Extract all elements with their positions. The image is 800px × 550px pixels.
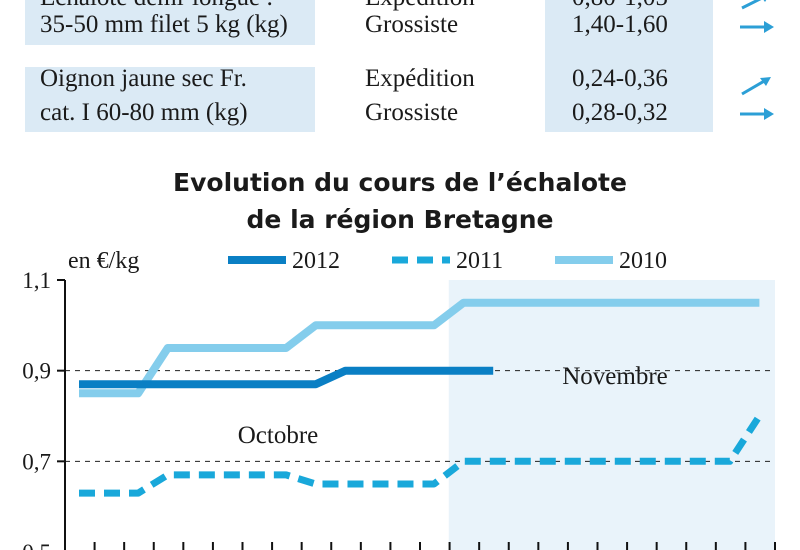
market-stage: Grossiste	[365, 99, 459, 126]
y-axis-label: en €/kg	[68, 248, 139, 274]
series-line-2010	[79, 298, 760, 398]
market-stage: Expédition	[365, 0, 475, 14]
trend-up-arrow-icon	[741, 0, 767, 10]
price-range: 0,80-1,05	[572, 0, 668, 14]
chart-title-line2: de la région Bretagne	[246, 205, 554, 234]
market-stage: Expédition	[365, 65, 475, 92]
legend-label-2012: 2012	[292, 248, 340, 274]
price-range: 1,40-1,60	[572, 11, 668, 38]
chart-title-line1: Evolution du cours de l’échalote	[173, 168, 627, 197]
product-name-line1: Echalote demi-longue :	[40, 0, 273, 14]
product-name-line2: 35-50 mm filet 5 kg (kg)	[40, 11, 288, 38]
table-row	[25, 67, 315, 132]
trend-stable-arrow-icon	[740, 21, 774, 33]
price-range: 0,24-0,36	[572, 65, 668, 92]
y-tick-label: 0,5	[22, 540, 51, 550]
product-name-line1: Oignon jaune sec Fr.	[40, 65, 247, 92]
series-line-2011	[79, 414, 763, 497]
legend-label-2010: 2010	[619, 248, 667, 274]
price-range: 0,28-0,32	[572, 99, 668, 126]
y-tick-label: 0,9	[22, 359, 51, 384]
y-tick-label: 0,7	[22, 449, 51, 474]
month-label-novembre: Novembre	[562, 363, 668, 390]
y-tick-label: 1,1	[22, 268, 51, 293]
series-line-2012	[79, 366, 494, 389]
table-row	[25, 0, 315, 45]
trend-up-arrow-icon	[741, 77, 771, 96]
price-column-band	[545, 0, 713, 132]
month-label-octobre: Octobre	[238, 422, 319, 449]
trend-stable-arrow-icon	[740, 108, 774, 120]
market-stage: Grossiste	[365, 11, 459, 38]
price-table: Echalote demi-longue : 35-50 mm filet 5 …	[0, 0, 800, 160]
legend-label-2011: 2011	[456, 248, 503, 274]
product-name-line2: cat. I 60-80 mm (kg)	[40, 99, 248, 126]
november-band	[448, 280, 775, 550]
